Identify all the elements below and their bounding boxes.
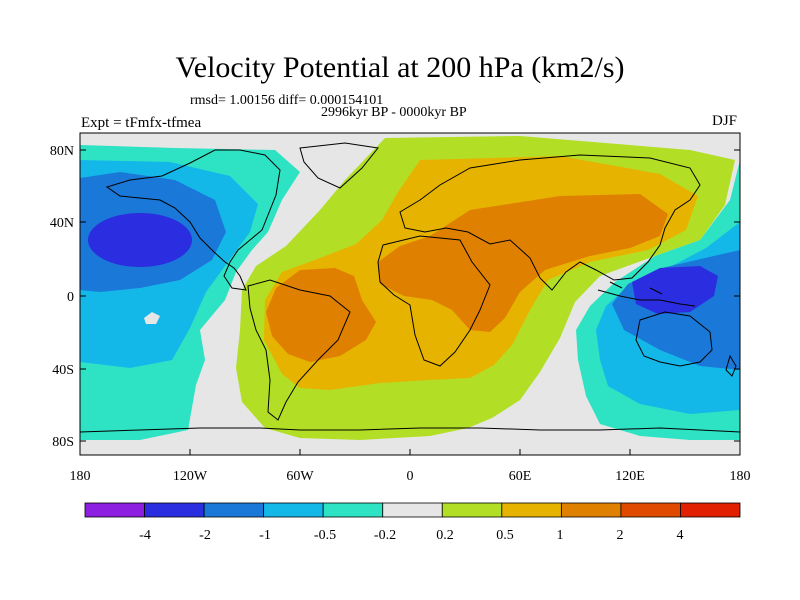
lat-label-40s: 40S — [52, 363, 74, 378]
colorbar-label: 4 — [677, 528, 684, 543]
colorbar-label: 0.2 — [436, 528, 454, 543]
colorbar-box — [322, 502, 384, 518]
colorbar-box — [560, 502, 622, 518]
neutral-patch-tropical-pacific — [144, 312, 160, 324]
colorbar-box — [203, 502, 265, 518]
colorbar: -4 -2 -1 -0.5 -0.2 0.2 0.5 1 2 4 — [84, 502, 741, 543]
coast-indonesia — [597, 281, 696, 307]
coast-new-zealand — [725, 354, 737, 377]
time-period-label: 2996kyr BP - 0000kyr BP — [321, 105, 467, 120]
coast-greenland — [299, 142, 379, 189]
colorbar-box — [620, 502, 681, 518]
colorbar-label: -0.5 — [314, 528, 336, 543]
colorbar-label: 2 — [617, 528, 624, 543]
lat-label-80n: 80N — [50, 144, 74, 159]
negative-core-maritime-continent — [632, 266, 718, 314]
colorbar-box — [441, 502, 503, 518]
lon-label-0: 0 — [407, 469, 414, 484]
lat-label-80s: 80S — [52, 435, 74, 450]
lon-label-120w: 120W — [173, 469, 208, 484]
coast-north-america — [105, 149, 281, 291]
colorbar-label: 0.5 — [496, 528, 514, 543]
colorbar-box — [501, 502, 562, 518]
velocity-potential-field — [80, 133, 740, 455]
lon-label-60w: 60W — [286, 469, 314, 484]
colorbar-label: -2 — [199, 528, 211, 543]
coast-antarctica — [80, 427, 740, 433]
map-title: Velocity Potential at 200 hPa (km2/s) — [175, 51, 625, 84]
latitude-axis — [80, 149, 740, 442]
coast-eurasia — [399, 154, 701, 291]
coast-south-america — [247, 279, 351, 421]
latitude-tick-labels: 80N 40N 0 40S 80S — [50, 144, 74, 450]
rmsd-diff-stats: rmsd= 1.00156 diff= 0.000154101 — [190, 93, 384, 108]
colorbar-box — [144, 502, 205, 518]
coast-africa — [377, 235, 491, 367]
colorbar-label: -0.2 — [374, 528, 396, 543]
coastlines — [80, 142, 740, 433]
positive-region-strong-south-america — [266, 268, 376, 362]
lon-label-120e: 120E — [615, 469, 645, 484]
season-label: DJF — [712, 113, 738, 129]
lon-label-60e: 60E — [509, 469, 532, 484]
lat-label-0: 0 — [67, 290, 74, 305]
colorbar-label: -1 — [259, 528, 271, 543]
negative-core-north-pacific — [88, 213, 192, 267]
lon-label-180w: 180 — [70, 469, 91, 484]
colorbar-box — [84, 502, 145, 518]
colorbar-box — [263, 502, 324, 518]
longitude-axis — [79, 449, 741, 455]
colorbar-boxes — [84, 502, 741, 518]
colorbar-label: 1 — [557, 528, 564, 543]
coast-australia — [635, 311, 713, 367]
colorbar-label: -4 — [139, 528, 151, 543]
longitude-tick-labels: 180 120W 60W 0 60E 120E 180 — [70, 469, 751, 484]
colorbar-box — [382, 502, 443, 518]
colorbar-labels: -4 -2 -1 -0.5 -0.2 0.2 0.5 1 2 4 — [139, 528, 683, 543]
lat-label-40n: 40N — [50, 216, 74, 231]
lon-label-180e: 180 — [730, 469, 751, 484]
colorbar-box — [680, 502, 741, 518]
experiment-label: Expt = tFmfx-tfmea — [81, 115, 202, 131]
